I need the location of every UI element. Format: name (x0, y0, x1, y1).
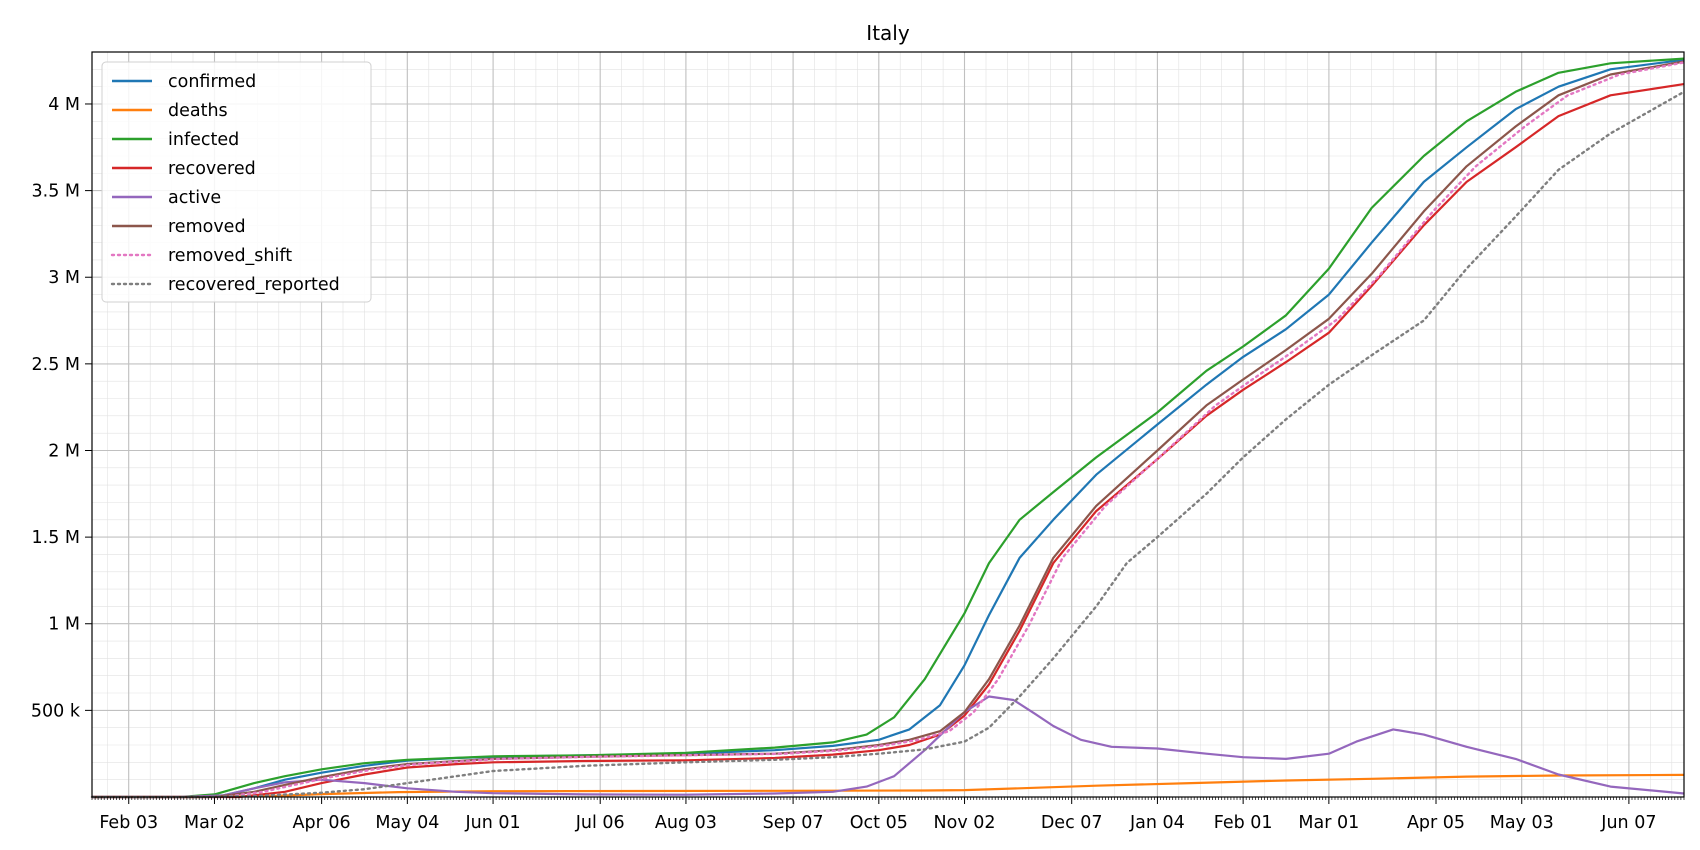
x-minor-ticks (91, 797, 1685, 800)
series-line-removed (92, 60, 1685, 799)
legend-label: infected (168, 130, 239, 150)
legend-label: removed (168, 217, 246, 237)
y-tick-label: 2.5 M (32, 355, 81, 375)
x-tick-label: Jul 06 (575, 813, 625, 833)
x-tick-label: Mar 02 (184, 813, 245, 833)
x-tick-label: Oct 05 (850, 813, 908, 833)
legend-label: active (168, 188, 221, 208)
y-tick-label: 1 M (48, 615, 80, 635)
legend-label: confirmed (168, 72, 256, 92)
legend-label: recovered (168, 159, 256, 179)
x-tick-label: Dec 07 (1041, 813, 1103, 833)
y-tick-label: 4 M (48, 95, 80, 115)
x-tick-label: May 04 (375, 813, 439, 833)
legend: confirmed deaths infected recovered active re… (101, 61, 372, 303)
x-tick-label: Sep 07 (763, 813, 824, 833)
x-tick-label: Nov 02 (934, 813, 996, 833)
legend-label: removed_shift (168, 246, 292, 266)
x-tick-label: Jan 04 (1129, 813, 1185, 833)
x-axis: Feb 03 Mar 02 Apr 06 May 04 Jun 01 Jul 06 Aug … (91, 797, 1685, 833)
x-tick-label: Jun 01 (464, 813, 520, 833)
legend-label: recovered_reported (168, 275, 340, 295)
x-tick-label: Feb 03 (99, 813, 158, 833)
x-tick-label: Apr 05 (1407, 813, 1465, 833)
x-tick-label: Jun 07 (1600, 813, 1656, 833)
y-tick-label: 500 k (31, 701, 81, 721)
y-axis: 500 k 1 M 1.5 M 2 M 2.5 M 3 M 3.5 M 4 M (31, 95, 92, 721)
series-line-deaths (92, 773, 1685, 799)
y-tick-label: 2 M (48, 441, 80, 461)
series-line-confirmed (92, 58, 1685, 799)
x-tick-label: Apr 06 (293, 813, 351, 833)
series-line-active (92, 695, 1685, 799)
series-layer (90, 57, 1686, 799)
legend-label: deaths (168, 101, 228, 121)
x-tick-label: Aug 03 (655, 813, 717, 833)
legend-box (101, 61, 372, 303)
series-line-recovered (92, 83, 1685, 799)
y-tick-label: 3.5 M (32, 182, 81, 202)
x-tick-label: Mar 01 (1298, 813, 1359, 833)
y-tick-label: 1.5 M (32, 528, 81, 548)
x-tick-label: May 03 (1490, 813, 1554, 833)
series-line-infected (92, 57, 1685, 799)
y-tick-label: 3 M (48, 268, 80, 288)
x-tick-label: Feb 01 (1214, 813, 1273, 833)
chart-title: Italy (866, 21, 910, 45)
series-line-recovered_reported (90, 90, 1686, 799)
series-line-removed_shift (90, 61, 1686, 799)
